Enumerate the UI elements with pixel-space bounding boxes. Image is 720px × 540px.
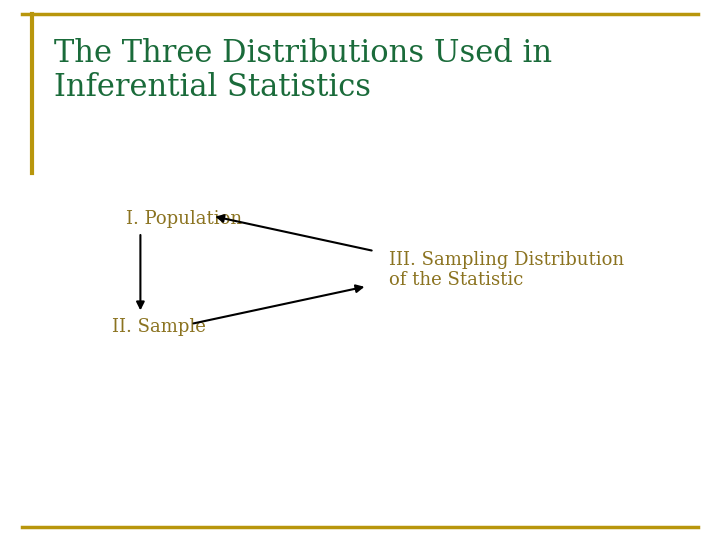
Text: III. Sampling Distribution
of the Statistic: III. Sampling Distribution of the Statis… (389, 251, 624, 289)
Text: I. Population: I. Population (126, 210, 242, 228)
Text: II. Sample: II. Sample (112, 318, 205, 336)
Text: The Three Distributions Used in
Inferential Statistics: The Three Distributions Used in Inferent… (54, 38, 552, 103)
